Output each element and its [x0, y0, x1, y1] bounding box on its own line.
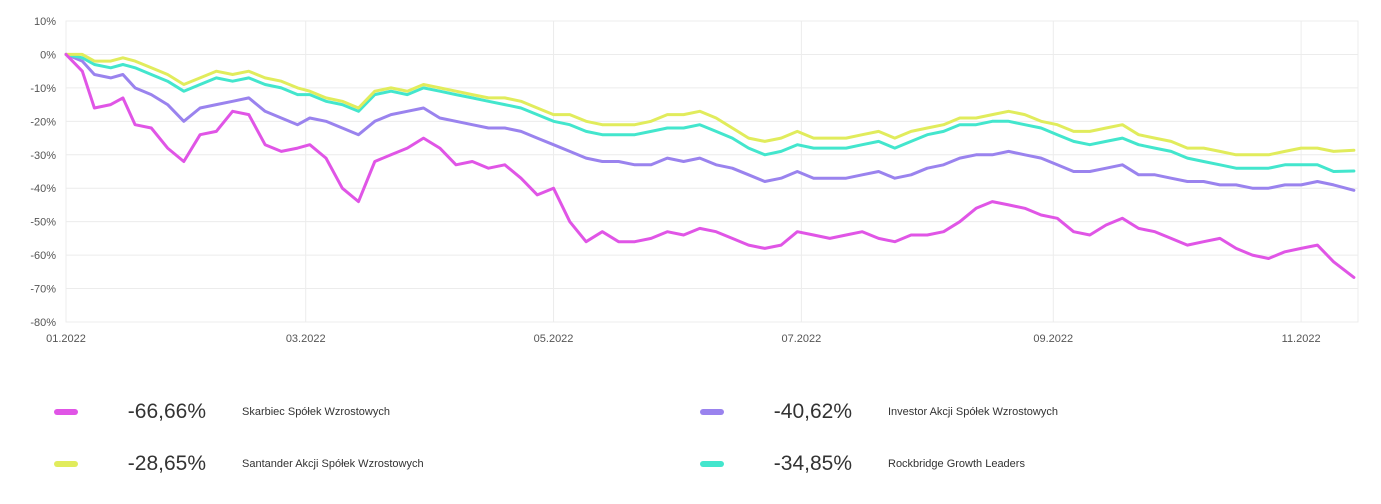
plot-area	[65, 20, 1359, 323]
series-line-santander	[64, 52, 1356, 157]
legend-swatch	[700, 409, 724, 415]
x-tick-label: 05.2022	[534, 333, 574, 345]
legend-value: -66,66%	[127, 400, 206, 423]
legend-swatch	[54, 409, 78, 415]
legend: -66,66% Skarbiec Spółek Wzrostowych -40,…	[0, 380, 1381, 500]
line-chart: 10% 0% -10% -20% -30% -40% -50% -60% -70% -80% 01…	[30, 16, 1359, 345]
chart-grid	[65, 20, 1359, 323]
y-tick-label: -10%	[30, 83, 56, 95]
y-tick-label: -50%	[30, 217, 56, 229]
legend-label: Skarbiec Spółek Wzrostowych	[242, 406, 390, 418]
legend-item-rockbridge[interactable]: -34,85% Rockbridge Growth Leaders	[700, 449, 1025, 479]
y-tick-label: -40%	[30, 183, 56, 195]
x-tick-label: 01.2022	[46, 333, 86, 345]
x-axis: 01.2022 03.2022 05.2022 07.2022 09.2022 11.20…	[46, 333, 1320, 345]
y-tick-label: -30%	[30, 150, 56, 162]
series-lines	[64, 52, 1356, 279]
y-tick-label: -20%	[30, 116, 56, 128]
x-tick-label: 11.2022	[1282, 333, 1321, 345]
y-tick-label: -70%	[30, 284, 56, 296]
y-tick-label: -60%	[30, 250, 56, 262]
y-tick-label: 0%	[40, 49, 56, 61]
legend-value: -40,62%	[773, 400, 852, 423]
series-line-rockbridge	[64, 52, 1356, 173]
legend-swatch	[54, 461, 78, 467]
x-tick-label: 07.2022	[782, 333, 822, 345]
legend-item-santander[interactable]: -28,65% Santander Akcji Spółek Wzrostowy…	[54, 449, 424, 479]
y-tick-label: 10%	[34, 16, 56, 28]
legend-value: -34,85%	[773, 452, 852, 475]
x-tick-label: 09.2022	[1033, 333, 1073, 345]
series-line-skarbiec	[64, 52, 1356, 279]
y-tick-label: -80%	[30, 317, 56, 329]
legend-item-investor[interactable]: -40,62% Investor Akcji Spółek Wzrostowyc…	[700, 397, 1058, 427]
legend-value: -28,65%	[127, 452, 206, 475]
legend-swatch	[700, 461, 724, 467]
legend-label: Rockbridge Growth Leaders	[888, 458, 1025, 470]
y-axis: 10% 0% -10% -20% -30% -40% -50% -60% -70% -80%	[30, 16, 56, 329]
legend-label: Santander Akcji Spółek Wzrostowych	[242, 458, 424, 470]
x-tick-label: 03.2022	[286, 333, 326, 345]
legend-label: Investor Akcji Spółek Wzrostowych	[888, 406, 1058, 418]
legend-item-skarbiec[interactable]: -66,66% Skarbiec Spółek Wzrostowych	[54, 397, 390, 427]
series-line-investor	[64, 52, 1356, 192]
